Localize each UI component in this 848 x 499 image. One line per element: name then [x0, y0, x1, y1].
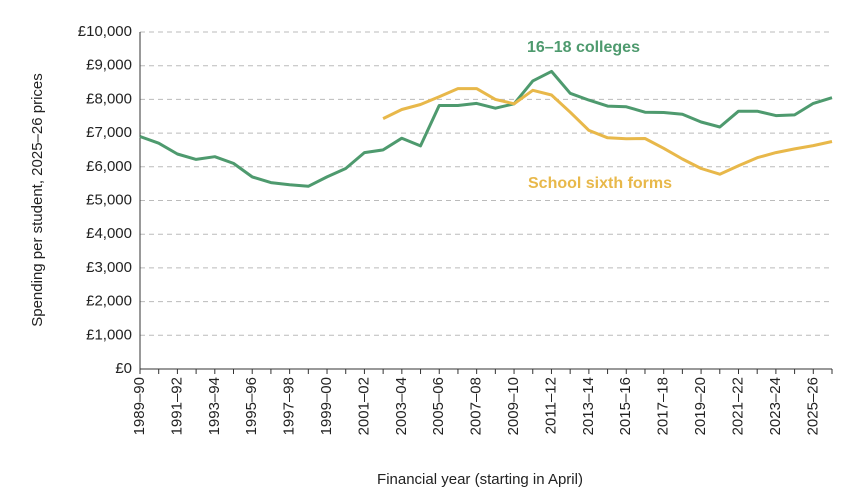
x-tick-label: 2021–22 [729, 377, 746, 435]
series-line [139, 69, 833, 188]
x-tick-label: 1989–90 [131, 377, 148, 435]
x-tick-label: 2025–26 [804, 377, 821, 435]
x-tick-label: 2003–04 [393, 377, 410, 435]
x-tick-label: 1991–92 [168, 377, 185, 435]
series-line [382, 87, 833, 176]
y-axis-label: Spending per student, 2025–26 prices [29, 73, 46, 327]
y-tick-label: £9,000 [86, 57, 132, 74]
series-label: School sixth forms [528, 175, 672, 192]
x-tick-label: 2009–10 [505, 377, 522, 435]
y-tick-label: £2,000 [86, 293, 132, 310]
y-tick-label: £1,000 [86, 326, 132, 343]
x-tick-label: 1995–96 [243, 377, 260, 435]
x-tick-label: 2001–02 [355, 377, 372, 435]
y-tick-label: £10,000 [78, 23, 132, 40]
series-label: 16–18 colleges [527, 39, 640, 56]
x-tick-label: 1999–00 [318, 377, 335, 435]
x-tick-label: 2019–20 [692, 377, 709, 435]
y-tick-label: £4,000 [86, 225, 132, 242]
y-tick-label: £8,000 [86, 90, 132, 107]
x-tick-label: 2017–18 [655, 377, 672, 435]
x-tick-label: 2013–14 [580, 377, 597, 435]
y-tick-label: £5,000 [86, 191, 132, 208]
x-axis-label: Financial year (starting in April) [377, 471, 583, 488]
y-tick-label: £3,000 [86, 259, 132, 276]
y-tick-label: £6,000 [86, 158, 132, 175]
y-tick-label: £7,000 [86, 124, 132, 141]
x-tick-label: 1997–98 [281, 377, 298, 435]
y-tick-label: £0 [115, 360, 132, 377]
x-tick-label: 2007–08 [468, 377, 485, 435]
x-tick-label: 2011–12 [542, 377, 559, 434]
x-tick-label: 2005–06 [430, 377, 447, 435]
x-tick-label: 2015–16 [617, 377, 634, 435]
x-tick-label: 1993–94 [206, 377, 223, 435]
x-tick-label: 2023–24 [767, 377, 784, 435]
